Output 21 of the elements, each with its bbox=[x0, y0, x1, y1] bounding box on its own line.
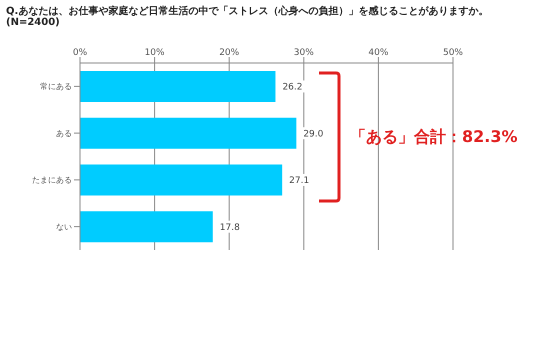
data-label: 17.8 bbox=[220, 222, 240, 233]
y-tick-label: ない bbox=[56, 222, 72, 232]
x-tick-label: 40% bbox=[368, 48, 389, 58]
y-tick-label: たまにある bbox=[32, 176, 72, 185]
bar bbox=[80, 211, 213, 242]
x-tick-label: 50% bbox=[442, 48, 464, 58]
chart-subtitle: (N=2400) bbox=[6, 17, 60, 28]
y-tick-label: ある bbox=[56, 128, 72, 138]
y-tick-label: 常にある bbox=[40, 82, 72, 92]
chart-title: Q.あなたは、お仕事や家庭など日常生活の中で「ストレス（心身への負担）」を感じることがありますか。 bbox=[6, 4, 488, 17]
annotation: 「ある」合計：82.3% bbox=[350, 127, 518, 148]
bar bbox=[80, 118, 296, 149]
x-tick-label: 10% bbox=[144, 48, 166, 58]
data-label: 29.0 bbox=[303, 129, 324, 140]
bar bbox=[80, 164, 282, 196]
bar bbox=[80, 70, 276, 102]
x-tick-label: 20% bbox=[219, 48, 240, 58]
data-label: 27.1 bbox=[289, 176, 310, 186]
x-tick-label: 0% bbox=[72, 48, 88, 58]
data-label: 26.2 bbox=[282, 82, 302, 93]
x-tick-label: 30% bbox=[294, 48, 314, 58]
